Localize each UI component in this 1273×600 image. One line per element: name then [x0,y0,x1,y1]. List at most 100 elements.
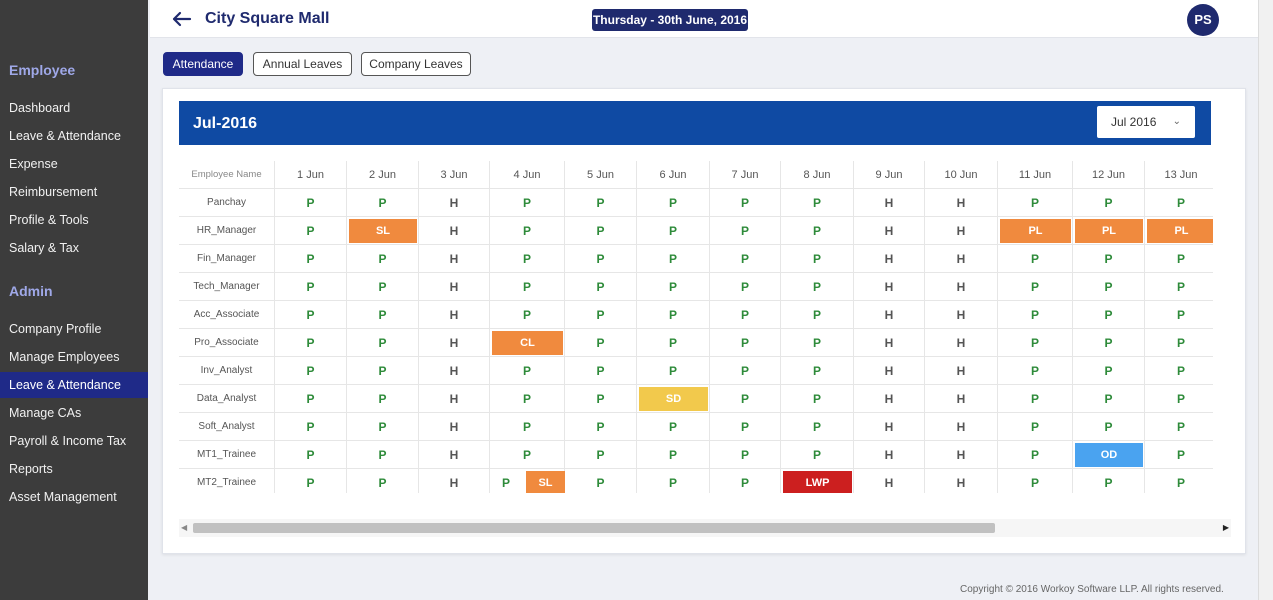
leave-badge[interactable]: LWP [783,471,852,493]
attendance-cell[interactable]: H [419,301,490,329]
attendance-cell[interactable]: LWP [781,469,854,493]
arrow-left-icon[interactable] [170,8,192,30]
attendance-cell[interactable]: H [925,413,998,441]
tab-company-leaves[interactable]: Company Leaves [361,52,471,76]
attendance-cell[interactable]: H [925,301,998,329]
sidebar-item-dashboard[interactable]: Dashboard [9,101,71,115]
page-scrollbar[interactable] [1258,0,1273,600]
leave-badge[interactable]: PL [1075,219,1143,243]
attendance-cell[interactable]: P [637,245,710,273]
attendance-cell[interactable]: H [854,469,925,493]
attendance-cell[interactable]: P [347,413,419,441]
attendance-cell[interactable]: H [925,217,998,245]
month-dropdown[interactable]: Jul 2016 ⌄ [1097,106,1195,138]
attendance-cell[interactable]: OD [1073,441,1145,469]
attendance-cell[interactable]: P [998,189,1073,217]
attendance-cell[interactable]: P [347,245,419,273]
attendance-cell[interactable]: P [1073,469,1145,493]
sidebar-item-expense[interactable]: Expense [9,157,58,171]
attendance-cell[interactable]: P [565,413,637,441]
attendance-cell[interactable]: H [419,357,490,385]
attendance-cell[interactable]: P [565,441,637,469]
sidebar-item-manage-employees[interactable]: Manage Employees [9,350,120,364]
leave-badge[interactable]: PL [1147,219,1213,243]
attendance-cell[interactable]: P [998,469,1073,493]
leave-badge[interactable]: SL [526,471,565,493]
attendance-cell[interactable]: P [1073,301,1145,329]
attendance-cell[interactable]: P [490,273,565,301]
sidebar-item-reimbursement[interactable]: Reimbursement [9,185,98,199]
attendance-cell[interactable]: P [637,357,710,385]
attendance-cell[interactable]: P [637,189,710,217]
attendance-cell[interactable]: P [1073,385,1145,413]
attendance-cell[interactable]: H [419,273,490,301]
attendance-cell[interactable]: H [419,217,490,245]
attendance-cell[interactable]: H [419,189,490,217]
attendance-cell[interactable]: P [1145,301,1213,329]
attendance-cell[interactable]: P [781,189,854,217]
scroll-right-arrow-icon[interactable]: ▶ [1222,523,1229,532]
sidebar-item-admin-leave-attendance[interactable]: Leave & Attendance [0,372,148,398]
attendance-cell[interactable]: P [490,385,565,413]
attendance-cell[interactable]: P [1145,189,1213,217]
attendance-cell[interactable]: P [490,217,565,245]
attendance-cell[interactable]: H [854,385,925,413]
attendance-cell[interactable]: P [1145,469,1213,493]
attendance-cell[interactable]: H [419,441,490,469]
attendance-cell[interactable]: P [1145,245,1213,273]
attendance-cell[interactable]: P [347,441,419,469]
attendance-cell[interactable]: P [490,413,565,441]
attendance-cell[interactable]: P [710,357,781,385]
attendance-cell[interactable]: P [998,245,1073,273]
attendance-cell[interactable]: SD [637,385,710,413]
attendance-cell[interactable]: H [419,245,490,273]
attendance-cell[interactable]: H [854,273,925,301]
leave-badge[interactable]: PL [1000,219,1071,243]
attendance-cell[interactable]: P [637,441,710,469]
attendance-cell[interactable]: P [998,385,1073,413]
attendance-cell[interactable]: PL [1073,217,1145,245]
attendance-cell[interactable]: P [1073,357,1145,385]
attendance-cell[interactable]: P [781,245,854,273]
attendance-cell[interactable]: P [710,189,781,217]
attendance-cell[interactable]: P [347,189,419,217]
attendance-cell[interactable]: P [1073,413,1145,441]
attendance-cell[interactable]: H [854,189,925,217]
attendance-cell[interactable]: P [1145,273,1213,301]
attendance-cell[interactable]: P [710,441,781,469]
attendance-cell[interactable]: P [710,469,781,493]
attendance-cell[interactable]: P [347,329,419,357]
attendance-cell[interactable]: H [419,413,490,441]
sidebar-item-company-profile[interactable]: Company Profile [9,322,102,336]
scroll-left-arrow-icon[interactable]: ◀ [181,523,188,532]
attendance-cell[interactable]: H [925,469,998,493]
attendance-cell[interactable]: P [565,301,637,329]
attendance-cell[interactable]: P [490,357,565,385]
attendance-cell[interactable]: P [565,385,637,413]
attendance-cell[interactable]: P [1145,413,1213,441]
attendance-cell[interactable]: P [998,301,1073,329]
attendance-cell[interactable]: P [781,329,854,357]
attendance-cell[interactable]: P [1073,189,1145,217]
attendance-cell[interactable]: P [781,301,854,329]
attendance-cell[interactable]: P [565,189,637,217]
attendance-cell[interactable]: P [347,469,419,493]
attendance-cell[interactable]: P [565,245,637,273]
attendance-cell[interactable]: H [854,301,925,329]
attendance-cell[interactable]: P [1145,329,1213,357]
attendance-cell[interactable]: P [710,329,781,357]
attendance-cell[interactable]: H [854,413,925,441]
attendance-cell[interactable]: P [637,301,710,329]
attendance-cell[interactable]: P [275,245,347,273]
attendance-cell[interactable]: SL [347,217,419,245]
attendance-cell[interactable]: H [854,217,925,245]
attendance-cell[interactable]: P [710,413,781,441]
attendance-cell[interactable]: H [925,329,998,357]
attendance-cell[interactable]: H [854,245,925,273]
sidebar-item-salary-tax[interactable]: Salary & Tax [9,241,79,255]
attendance-cell[interactable]: P [637,469,710,493]
attendance-cell[interactable]: P [710,385,781,413]
attendance-cell[interactable]: P [490,189,565,217]
sidebar-item-leave-attendance[interactable]: Leave & Attendance [9,129,121,143]
attendance-cell[interactable]: H [419,469,490,493]
